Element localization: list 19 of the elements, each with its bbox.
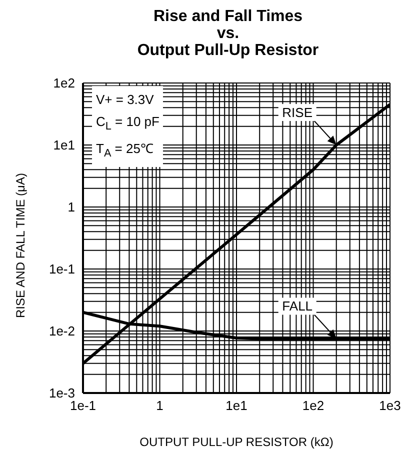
x-tick-label: 1e-1 [70,398,96,414]
y-axis-title: RISE AND FALL TIME (μA) [13,173,28,318]
annotation: V+ = 3.3V [96,91,155,109]
series-label: FALL [282,298,313,314]
chart-title: Rise and Fall Times vs. Output Pull-Up Resistor [136,8,320,59]
y-tick-label: 1e1 [53,138,75,153]
x-tick-label: 1e1 [226,398,248,414]
x-axis-title: OUTPUT PULL-UP RESISTOR (kΩ) [140,435,334,449]
y-tick-label: 1e-2 [48,324,75,339]
text: RISE [282,105,313,120]
x-tick-label: 1e2 [302,398,324,414]
y-tick-label: 1e-1 [48,262,75,277]
x-tick-label: 1 [156,398,164,414]
y-tick-label: 1e-3 [48,386,75,401]
annotation: C$_{L}$ = 10 pF [96,113,160,135]
y-tick-label: 1 [68,200,75,215]
annotation: T$_{A}$ = 25℃ [96,140,154,162]
x-tick-label: 1e3 [379,398,401,414]
y-tick-label: 1e2 [53,76,75,91]
